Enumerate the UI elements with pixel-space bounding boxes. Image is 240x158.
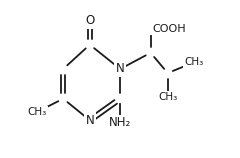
- Text: COOH: COOH: [153, 24, 186, 33]
- Text: N: N: [116, 63, 125, 76]
- Text: COOH: COOH: [151, 24, 184, 33]
- Text: CH₃: CH₃: [27, 107, 46, 117]
- Text: O: O: [85, 14, 94, 27]
- Text: CH₃: CH₃: [185, 57, 204, 67]
- Text: CH₃: CH₃: [158, 92, 177, 102]
- Text: N: N: [85, 114, 94, 127]
- Text: NH₂: NH₂: [109, 116, 131, 130]
